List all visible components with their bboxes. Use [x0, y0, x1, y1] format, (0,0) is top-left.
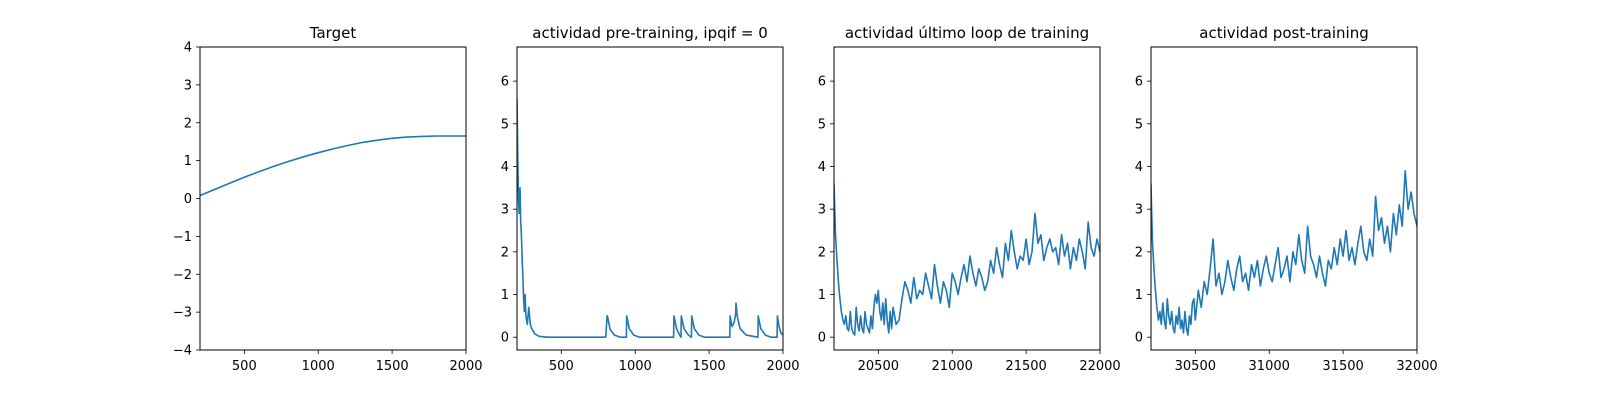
y-tick-label: 5	[501, 117, 509, 132]
y-tick-label: −4	[173, 344, 192, 359]
x-tick-label: 500	[549, 359, 574, 374]
y-tick-label: 5	[818, 117, 826, 132]
y-tick-label: −1	[173, 230, 192, 245]
x-tick-label: 21000	[932, 359, 973, 374]
x-tick-label: 2000	[766, 359, 799, 374]
y-tick-label: 1	[818, 288, 826, 303]
y-tick-label: 1	[501, 288, 509, 303]
chart-panel-2: 500 1000 1500 2000 0 1 2 3 4 5 6 actividad pre-trai…	[501, 24, 800, 374]
y-tick-label: 6	[501, 75, 509, 90]
chart-panel-1: 500 1000 1500 2000 −4 −3 −2 −1 0 1 2 3 4 Target	[173, 24, 483, 374]
x-tick-label: 30500	[1175, 359, 1216, 374]
axes-frame-3	[833, 46, 1101, 351]
x-tick-label: 2000	[449, 359, 482, 374]
y-tick-label: 5	[1135, 117, 1143, 132]
y-tick-label: 4	[1135, 160, 1143, 175]
y-tick-label: 4	[184, 41, 192, 56]
y-tick-label: 0	[818, 331, 826, 346]
chart-panel-3: 20500 21000 21500 22000 0 1 2 3 4 5 6 actividad últ…	[818, 24, 1121, 374]
y-tick-label: 3	[818, 203, 826, 218]
axes-frame-4	[1150, 46, 1418, 351]
y-tick-label: 3	[501, 203, 509, 218]
chart-title: actividad último loop de training	[845, 24, 1089, 42]
x-tick-label: 32000	[1396, 359, 1437, 374]
y-tick-label: 2	[818, 245, 826, 260]
y-tick-label: 1	[1135, 288, 1143, 303]
y-tick-label: 0	[184, 192, 192, 207]
y-tick-label: 4	[501, 160, 509, 175]
y-tick-label: 6	[818, 75, 826, 90]
series-line-3-1	[834, 182, 1100, 336]
y-tick-label: 0	[501, 331, 509, 346]
x-tick-label: 20500	[858, 359, 899, 374]
x-tick-label: 31000	[1249, 359, 1290, 374]
y-tick-label: 2	[501, 245, 509, 260]
y-tick-label: 1	[184, 154, 192, 169]
x-tick-label: 21500	[1005, 359, 1046, 374]
x-tick-label: 500	[232, 359, 257, 374]
y-tick-label: 3	[1135, 203, 1143, 218]
y-tick-label: 4	[818, 160, 826, 175]
series-line-2-1	[517, 97, 783, 338]
y-tick-label: 2	[184, 116, 192, 131]
chart-title: actividad post-training	[1199, 24, 1368, 42]
x-tick-label: 1500	[376, 359, 409, 374]
x-tick-label: 31500	[1322, 359, 1363, 374]
x-tick-label: 1000	[619, 359, 652, 374]
chart-title: Target	[309, 24, 357, 42]
chart-panel-4: 30500 31000 31500 32000 0 1 2 3 4 5 6 actividad pos…	[1135, 24, 1438, 374]
series-line-1-1	[200, 135, 466, 197]
y-tick-label: 0	[1135, 331, 1143, 346]
y-tick-label: −3	[173, 306, 192, 321]
chart-title: actividad pre-training, ipqif = 0	[532, 24, 768, 42]
series-line-4-1	[1151, 170, 1417, 336]
x-tick-label: 1000	[302, 359, 335, 374]
axes-frame-1	[199, 46, 467, 351]
y-tick-label: 3	[184, 78, 192, 93]
axes-frame-2	[516, 46, 784, 351]
y-tick-label: −2	[173, 268, 192, 283]
y-tick-label: 6	[1135, 75, 1143, 90]
x-tick-label: 1500	[693, 359, 726, 374]
x-tick-label: 22000	[1079, 359, 1120, 374]
y-tick-label: 2	[1135, 245, 1143, 260]
